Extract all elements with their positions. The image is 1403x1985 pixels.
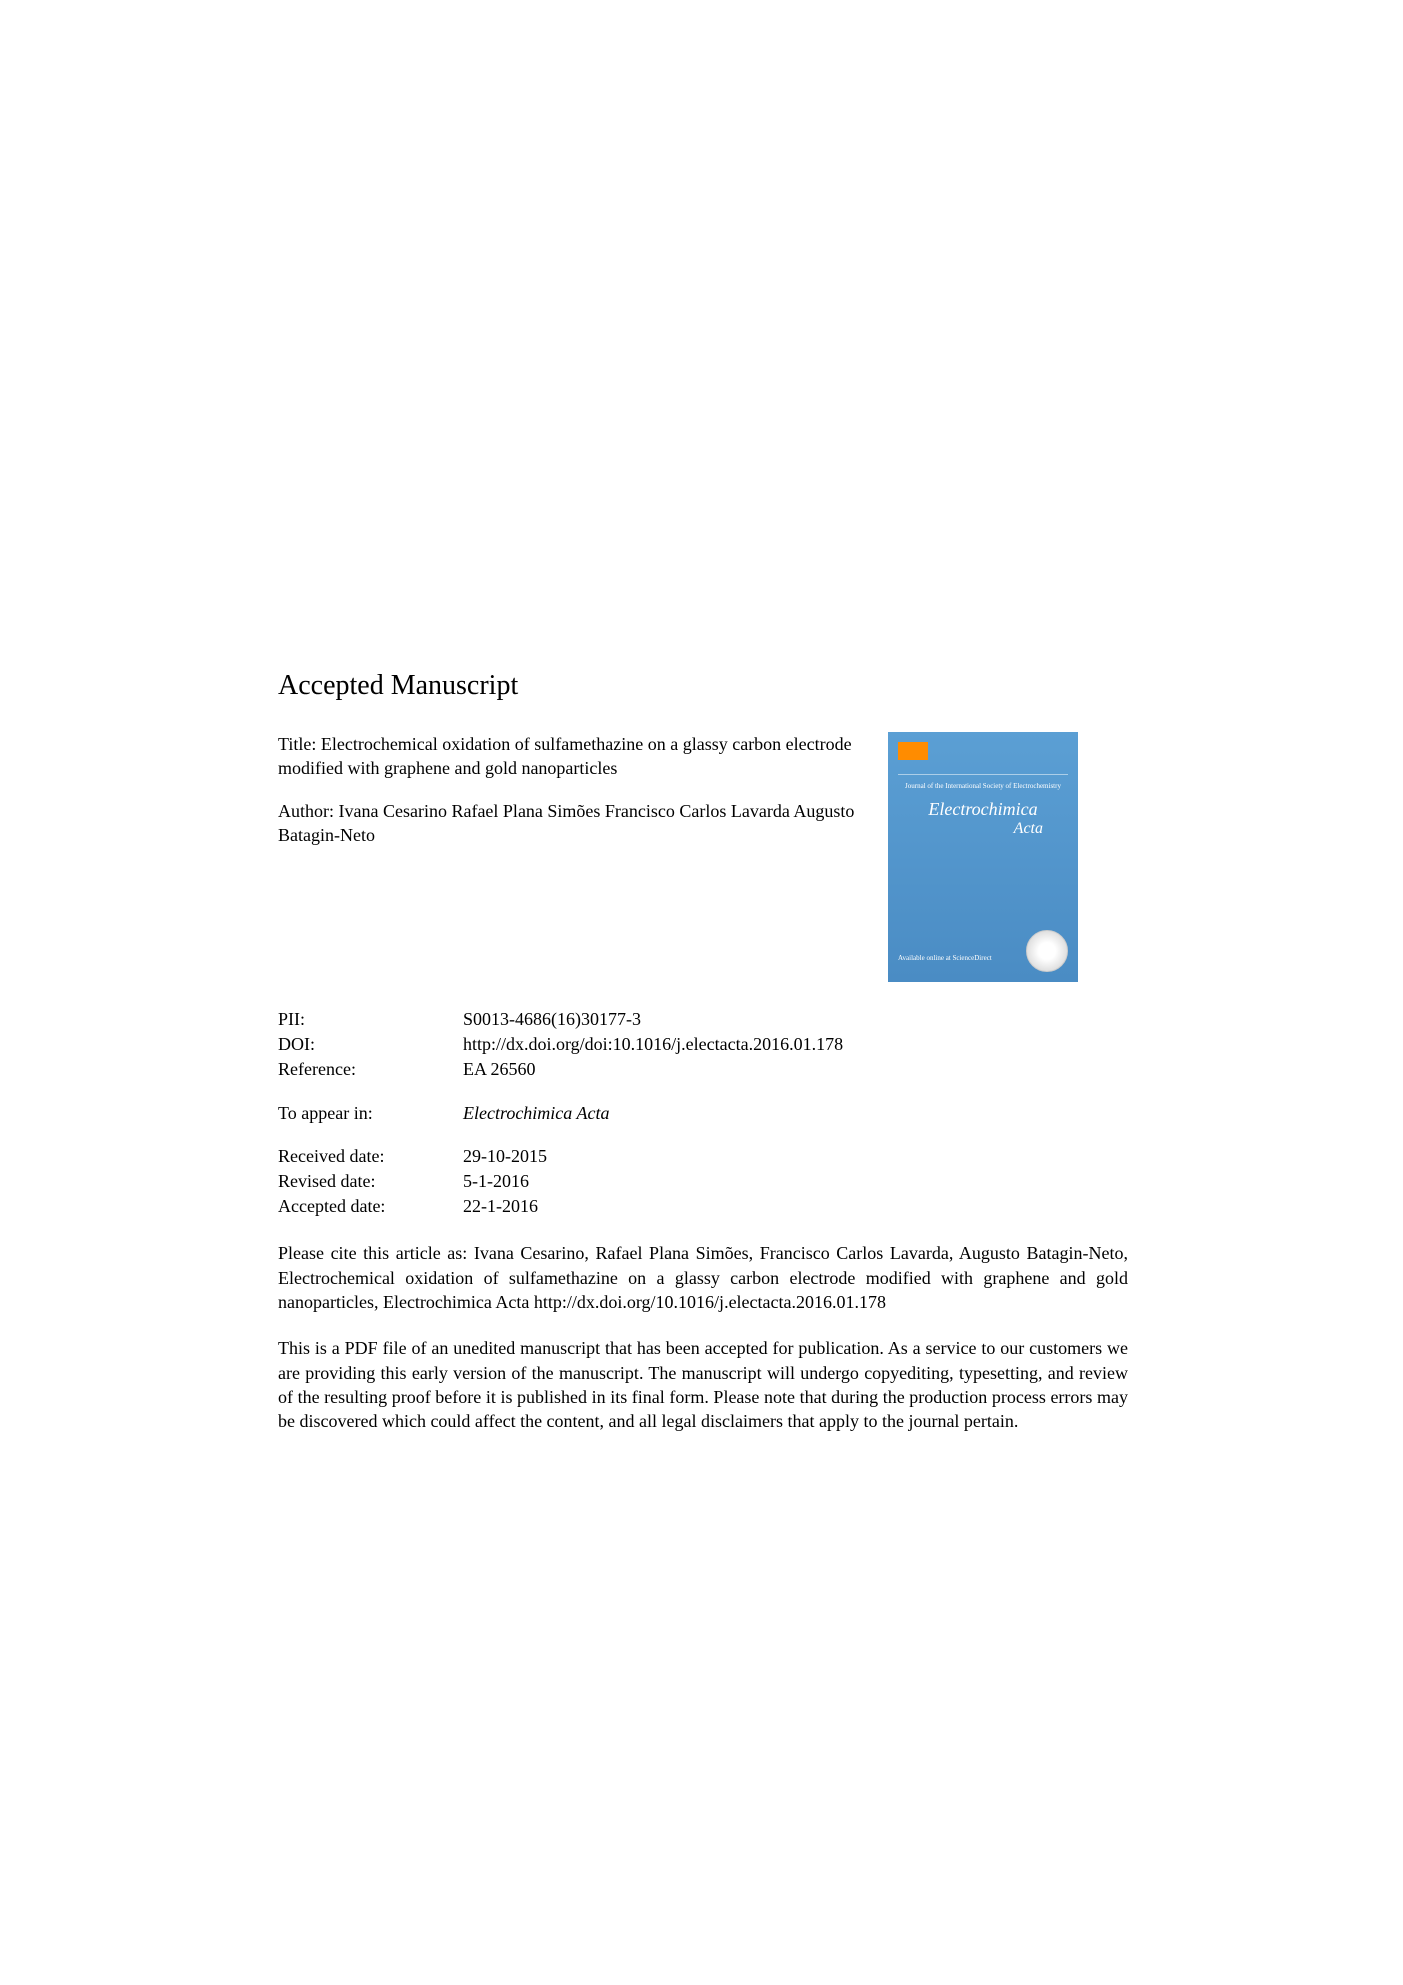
publisher-logo-icon xyxy=(898,742,928,760)
title-text: Electrochemical oxidation of sulfamethaz… xyxy=(278,734,852,778)
metadata-row-received: Received date: 29-10-2015 xyxy=(278,1144,1128,1169)
cover-journal-title: Electrochimica Acta xyxy=(898,800,1068,837)
title-author-block: Title: Electrochemical oxidation of sulf… xyxy=(278,732,858,982)
manuscript-page: Accepted Manuscript Title: Electrochemic… xyxy=(278,670,1128,1433)
author-block: Author: Ivana Cesarino Rafael Plana Simõ… xyxy=(278,799,858,848)
doi-label: DOI: xyxy=(278,1032,463,1057)
metadata-row-appear: To appear in: Electrochimica Acta xyxy=(278,1101,1128,1126)
metadata-table: PII: S0013-4686(16)30177-3 DOI: http://d… xyxy=(278,1007,1128,1219)
title-block: Title: Electrochemical oxidation of sulf… xyxy=(278,732,858,781)
author-names: Ivana Cesarino Rafael Plana Simões Franc… xyxy=(278,801,854,845)
received-label: Received date: xyxy=(278,1144,463,1169)
metadata-row-doi: DOI: http://dx.doi.org/doi:10.1016/j.ele… xyxy=(278,1032,1128,1057)
top-section: Title: Electrochemical oxidation of sulf… xyxy=(278,732,1128,982)
metadata-row-revised: Revised date: 5-1-2016 xyxy=(278,1169,1128,1194)
reference-label: Reference: xyxy=(278,1057,463,1082)
metadata-row-pii: PII: S0013-4686(16)30177-3 xyxy=(278,1007,1128,1032)
metadata-row-accepted: Accepted date: 22-1-2016 xyxy=(278,1194,1128,1219)
appear-label: To appear in: xyxy=(278,1101,463,1126)
accepted-value: 22-1-2016 xyxy=(463,1194,1128,1219)
appear-value: Electrochimica Acta xyxy=(463,1101,1128,1126)
title-prefix: Title: xyxy=(278,734,321,754)
metadata-row-reference: Reference: EA 26560 xyxy=(278,1057,1128,1082)
cover-subtitle: Journal of the International Society of … xyxy=(898,782,1068,790)
cover-bottom-text: Available online at ScienceDirect xyxy=(898,954,992,962)
revised-value: 5-1-2016 xyxy=(463,1169,1128,1194)
metadata-spacer xyxy=(278,1083,1128,1101)
accepted-label: Accepted date: xyxy=(278,1194,463,1219)
received-value: 29-10-2015 xyxy=(463,1144,1128,1169)
disclaimer-text: This is a PDF file of an unedited manusc… xyxy=(278,1336,1128,1433)
page-heading: Accepted Manuscript xyxy=(278,670,1128,702)
revised-label: Revised date: xyxy=(278,1169,463,1194)
pii-value: S0013-4686(16)30177-3 xyxy=(463,1007,1128,1032)
author-prefix: Author: xyxy=(278,801,339,821)
cover-seal-icon xyxy=(1026,930,1068,972)
cover-title-line2: Acta xyxy=(898,820,1068,838)
citation-text: Please cite this article as: Ivana Cesar… xyxy=(278,1241,1128,1314)
doi-value: http://dx.doi.org/doi:10.1016/j.electact… xyxy=(463,1032,1128,1057)
metadata-spacer xyxy=(278,1126,1128,1144)
reference-value: EA 26560 xyxy=(463,1057,1128,1082)
cover-divider xyxy=(898,774,1068,775)
cover-title-line1: Electrochimica xyxy=(928,799,1037,819)
pii-label: PII: xyxy=(278,1007,463,1032)
journal-cover-thumbnail: Journal of the International Society of … xyxy=(888,732,1078,982)
